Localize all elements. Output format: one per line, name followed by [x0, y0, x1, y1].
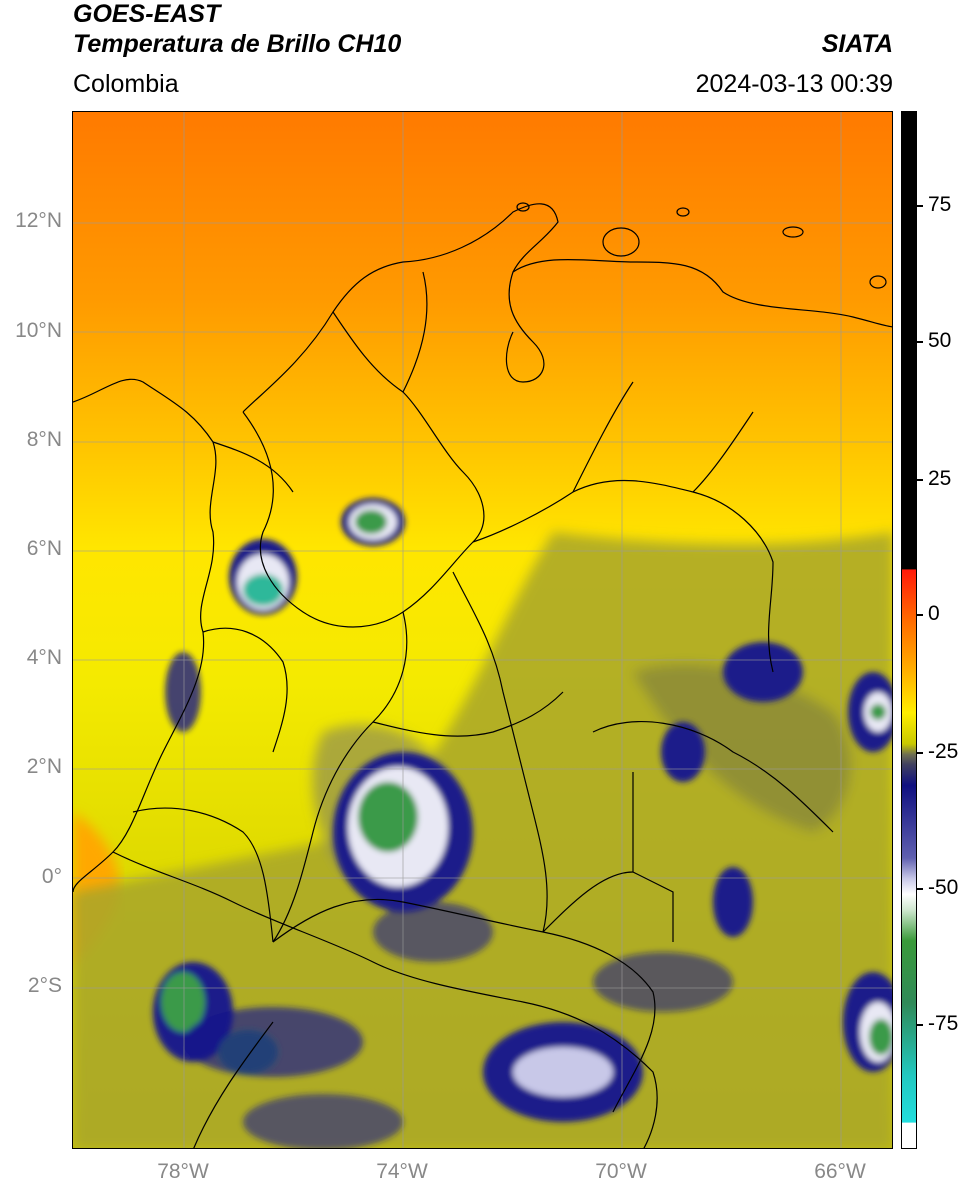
colorbar-label-75: 75 [928, 193, 952, 216]
colorbar-label-0: 0 [928, 602, 940, 625]
convective-cells [153, 498, 892, 1148]
lon-label-70w: 70°W [595, 1160, 647, 1183]
region-label: Colombia [73, 70, 179, 98]
lat-label-6n: 6°N [26, 537, 62, 560]
brand-label: SIATA [821, 30, 893, 58]
colorbar-tick [917, 888, 923, 890]
datetime-label: 2024-03-13 00:39 [695, 70, 893, 98]
lat-label-2s: 2°S [27, 974, 62, 997]
lat-label-12n: 12°N [15, 209, 62, 232]
lat-label-0: 0° [41, 865, 62, 888]
map-canvas [73, 112, 892, 1148]
map-gridlines [73, 112, 892, 1148]
colorbar-tick [917, 205, 923, 207]
lon-label-78w: 78°W [157, 1160, 209, 1183]
colorbar-tick [917, 614, 923, 616]
colorbar-label-25: 25 [928, 467, 952, 490]
colorbar-label-neg75: -75 [928, 1012, 959, 1035]
satellite-map[interactable] [72, 111, 893, 1149]
colorbar-label-neg25: -25 [928, 740, 959, 763]
lat-label-10n: 10°N [15, 319, 62, 342]
lat-label-8n: 8°N [26, 428, 62, 451]
colorbar-label-50: 50 [928, 329, 952, 352]
lon-label-74w: 74°W [376, 1160, 428, 1183]
colorbar [901, 111, 917, 1149]
map-borders [73, 202, 892, 1148]
product-title: Temperatura de Brillo CH10 [73, 30, 402, 58]
lat-label-2n: 2°N [26, 755, 62, 778]
satellite-title: GOES-EAST [73, 0, 221, 28]
colorbar-tick [917, 1024, 923, 1026]
colorbar-label-neg50: -50 [928, 876, 959, 899]
colorbar-tick [917, 341, 923, 343]
lat-label-4n: 4°N [26, 646, 62, 669]
colorbar-tick [917, 752, 923, 754]
colorbar-tick [917, 479, 923, 481]
lon-label-66w: 66°W [814, 1160, 866, 1183]
